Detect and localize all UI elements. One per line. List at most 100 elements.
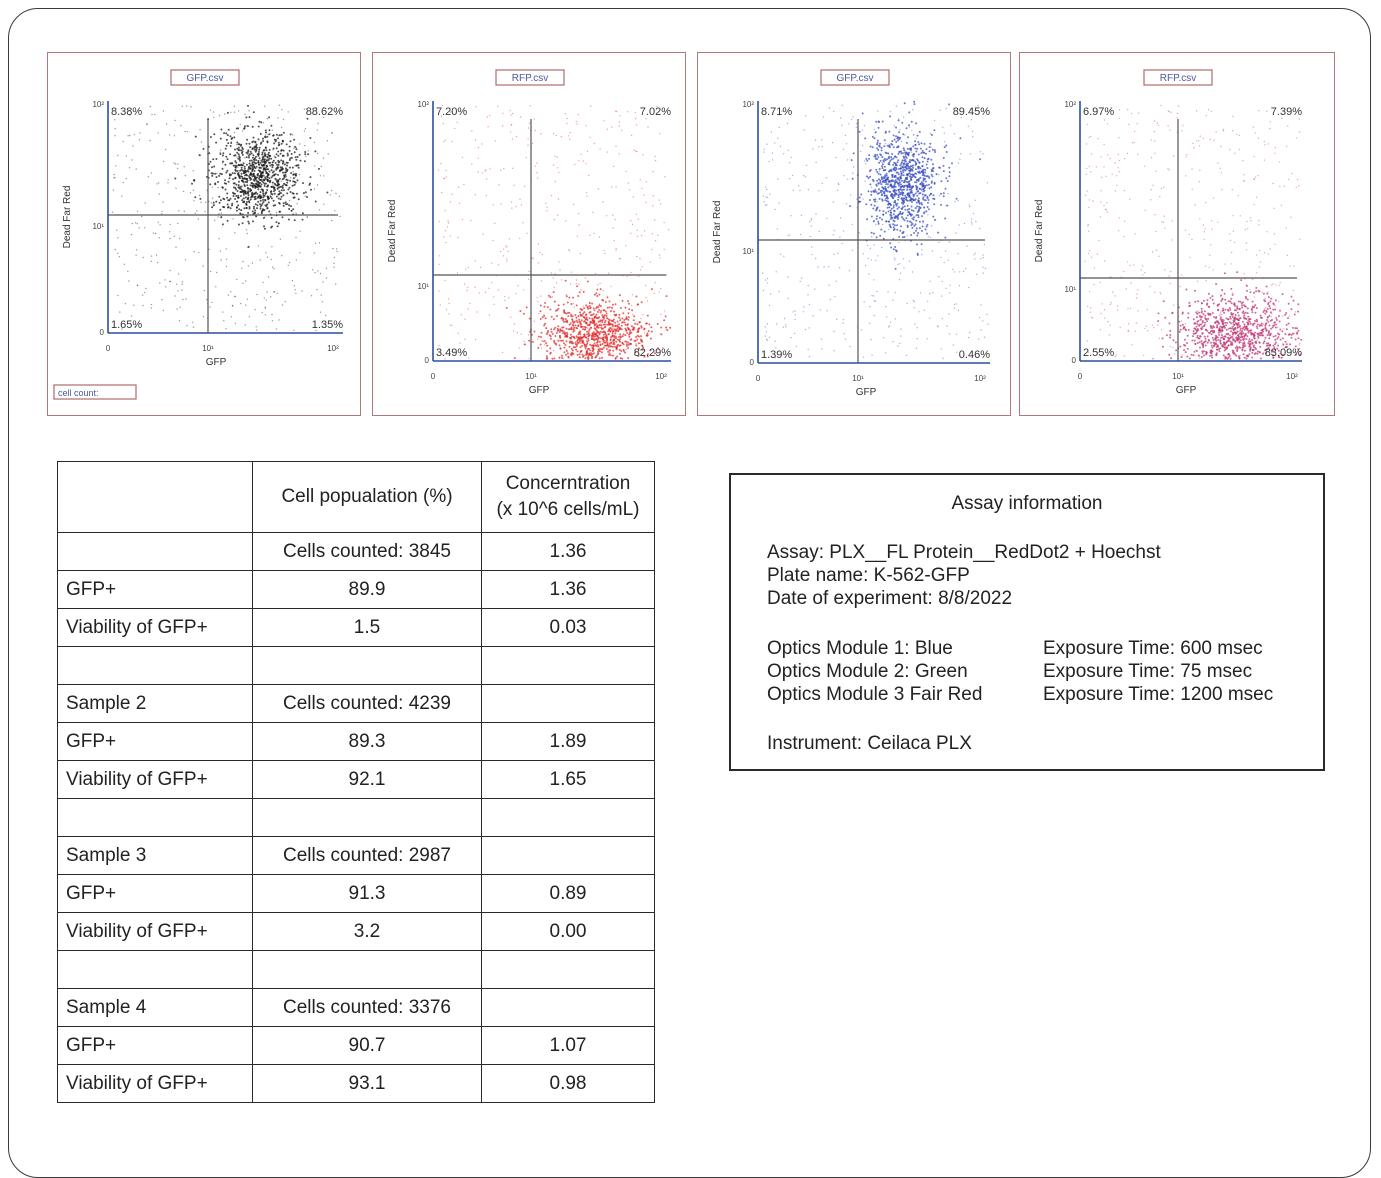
scatter-point [869, 323, 870, 324]
scatter-point [972, 136, 973, 137]
cluster-point [906, 127, 908, 129]
scatter-point [949, 333, 950, 334]
scatter-point [776, 323, 777, 324]
cluster-point [597, 349, 599, 351]
y-tick-label: 10¹ [417, 282, 429, 291]
scatter-point [911, 130, 912, 131]
scatter-point [864, 125, 865, 126]
cluster-point [292, 180, 294, 182]
scatter-point [488, 288, 489, 289]
cluster-point [619, 333, 621, 335]
cluster-point [567, 315, 569, 317]
cluster-point [615, 341, 617, 343]
scatter-point [317, 123, 318, 124]
scatter-point [614, 219, 615, 220]
cluster-point [566, 328, 568, 330]
scatter-point [952, 269, 953, 270]
scatter-point [772, 152, 773, 153]
cluster-point [588, 357, 590, 359]
cluster-point [563, 342, 565, 344]
cluster-point [925, 181, 927, 183]
cluster-point [600, 305, 602, 307]
scatter-point [475, 139, 476, 140]
cluster-point [235, 162, 237, 164]
cluster-point [590, 327, 592, 329]
scatter-point [903, 267, 904, 268]
cluster-point [627, 319, 629, 321]
cluster-point [1256, 327, 1258, 329]
cluster-point [600, 344, 602, 346]
cluster-point [1270, 300, 1272, 302]
scatter-point [957, 253, 958, 254]
scatter-point [1215, 131, 1216, 132]
cluster-point [913, 174, 915, 176]
scatter-point [546, 210, 547, 211]
cluster-point [906, 142, 908, 144]
cluster-point [246, 139, 248, 141]
cluster-point [621, 342, 623, 344]
scatter-point [765, 204, 766, 205]
scatter-point [265, 299, 266, 300]
scatter-point [137, 223, 138, 224]
scatter-point [808, 349, 809, 350]
cluster-point [252, 157, 254, 159]
scatter-point [638, 219, 639, 220]
scatter-point [973, 213, 974, 214]
scatter-point [1146, 326, 1147, 327]
cluster-point [1186, 356, 1188, 358]
cluster-point [1218, 350, 1220, 352]
cluster-point [870, 194, 872, 196]
scatter-point [128, 280, 129, 281]
scatter-point [815, 162, 816, 163]
cluster-point [607, 307, 609, 309]
cluster-point [600, 288, 602, 290]
scatter-point [894, 259, 895, 260]
scatter-point [153, 232, 154, 233]
scatter-point [520, 116, 521, 117]
cluster-point [264, 199, 266, 201]
cluster-point [874, 137, 876, 139]
scatter-point [256, 326, 257, 327]
cluster-point [926, 233, 928, 235]
cluster-point [243, 162, 245, 164]
cluster-point [577, 315, 579, 317]
scatter-point [248, 110, 249, 111]
y-tick-label: 0 [750, 358, 755, 367]
cluster-point [928, 208, 930, 210]
cluster-point [596, 330, 598, 332]
cluster-point [620, 350, 622, 352]
scatter-point [510, 131, 511, 132]
scatter-point [1252, 279, 1253, 280]
scatter-point [292, 134, 293, 135]
cluster-point [865, 203, 867, 205]
cluster-point [613, 335, 615, 337]
cluster-point [940, 204, 942, 206]
scatter-point [149, 140, 150, 141]
cluster-point [281, 143, 283, 145]
scatter-point [832, 142, 833, 143]
cluster-point [646, 322, 648, 324]
scatter-point [534, 321, 535, 322]
cluster-point [1245, 328, 1247, 330]
scatter-point [135, 255, 136, 256]
cluster-point [1215, 317, 1217, 319]
cluster-point [537, 347, 539, 349]
cluster-point [895, 164, 897, 166]
cluster-point [278, 202, 280, 204]
scatter-point [142, 294, 143, 295]
scatter-point [937, 326, 938, 327]
cluster-point [612, 332, 614, 334]
scatter-point [1297, 179, 1298, 180]
scatter-point [834, 296, 835, 297]
cluster-point [1263, 293, 1265, 295]
cluster-point [575, 349, 577, 351]
scatter-point [851, 119, 852, 120]
scatter-point [538, 313, 539, 314]
cluster-point [289, 180, 291, 182]
cluster-point [887, 186, 889, 188]
scatter-point [1172, 347, 1173, 348]
scatter-point [511, 201, 512, 202]
scatter-point [526, 233, 527, 234]
cluster-point [574, 346, 576, 348]
scatter-point [615, 249, 616, 250]
